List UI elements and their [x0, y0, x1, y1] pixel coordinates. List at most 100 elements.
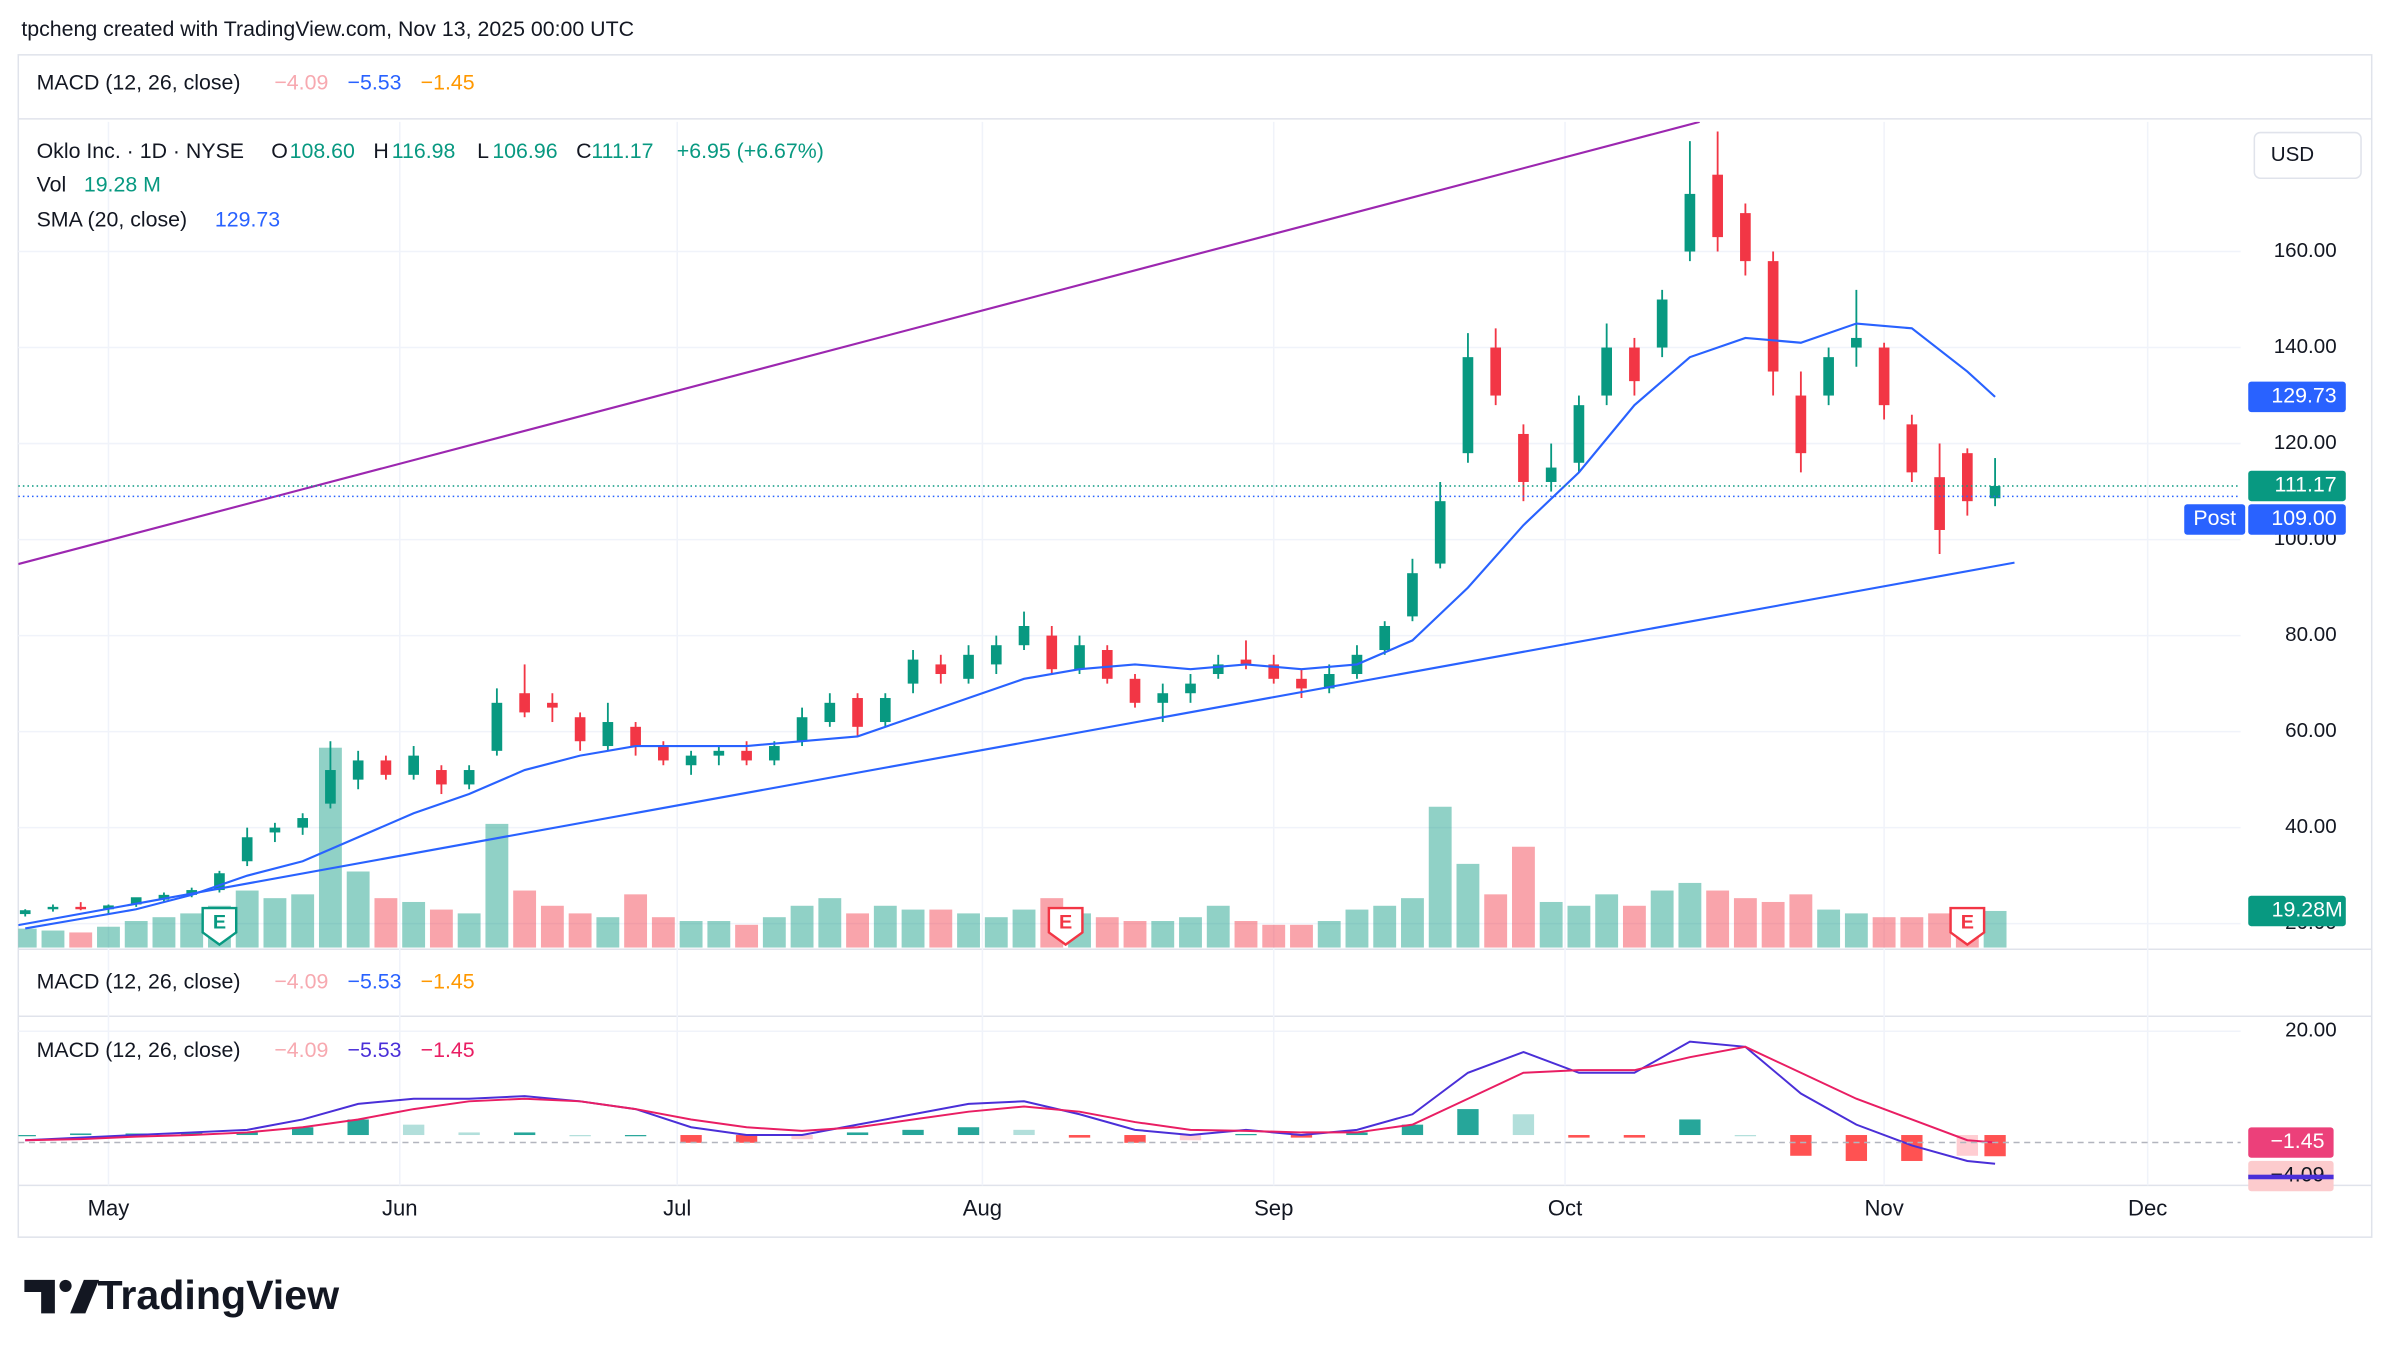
- volume-bar: [1373, 905, 1397, 948]
- legend-close-label: C: [576, 139, 591, 163]
- volume-bar: [818, 898, 842, 948]
- volume-bar: [318, 747, 342, 948]
- candle-body: [1740, 213, 1751, 262]
- x-tick-label: Dec: [2128, 1196, 2167, 1221]
- volume-bar: [457, 913, 481, 948]
- macd-legend-value: −5.53: [348, 1038, 402, 1062]
- volume-bar: [513, 890, 537, 948]
- macd-histogram-bar: [846, 1132, 869, 1136]
- macd-histogram-bar: [1346, 1132, 1368, 1136]
- candle-body: [325, 770, 336, 804]
- candle-body: [768, 746, 780, 761]
- candle-body: [1046, 635, 1058, 670]
- candle-body: [1629, 347, 1640, 382]
- macd-legend-value: −1.45: [421, 1038, 475, 1062]
- earnings-badge[interactable]: [201, 906, 238, 947]
- volume-bar: [374, 898, 398, 948]
- price-label-box: [2248, 470, 2346, 502]
- x-tick-label: Jul: [663, 1196, 691, 1221]
- volume-bar: [1900, 917, 1924, 948]
- candle-body: [214, 873, 225, 891]
- candle-body: [1212, 664, 1224, 675]
- x-tick-label: May: [88, 1196, 130, 1221]
- legend-low-label: L: [477, 139, 489, 163]
- candle-body: [352, 760, 364, 780]
- candle-body: [630, 726, 641, 747]
- volume-bar: [873, 905, 897, 948]
- earnings-badge[interactable]: [1047, 906, 1084, 947]
- candle-body: [1851, 337, 1862, 348]
- y-tick-label: 80.00: [2285, 623, 2336, 646]
- volume-bar: [1123, 921, 1147, 948]
- volume-bar: [152, 917, 176, 948]
- legend-change: +6.95 (+6.67%): [677, 139, 824, 163]
- volume-bar: [1706, 890, 1730, 948]
- macd-histogram-bar: [513, 1132, 536, 1136]
- candle-body: [297, 818, 309, 828]
- trend-line: [18, 561, 2015, 927]
- macd-legend-value: −1.45: [421, 969, 475, 993]
- volume-bar: [1317, 921, 1341, 948]
- candle-body: [685, 755, 697, 766]
- macd-histogram-bar: [1013, 1129, 1035, 1136]
- volume-bar: [1844, 913, 1868, 948]
- candle-body: [75, 906, 87, 910]
- volume-bar: [1206, 905, 1230, 948]
- volume-bar: [790, 905, 814, 948]
- y-tick-label: 120.00: [2274, 431, 2337, 454]
- volume-bar: [1345, 909, 1369, 948]
- volume-bar: [1290, 924, 1313, 948]
- candle-body: [1656, 299, 1668, 348]
- candle-body: [879, 698, 891, 723]
- currency: USD: [2271, 143, 2314, 166]
- candle-body: [47, 906, 59, 910]
- volume-bar: [1567, 905, 1591, 948]
- volume-bar: [901, 909, 925, 948]
- macd-last-marker: [2248, 1174, 2334, 1180]
- candle-body: [852, 698, 863, 727]
- earnings-label: E: [213, 912, 226, 934]
- volume-bar: [624, 894, 648, 948]
- candle-body: [1101, 650, 1113, 679]
- volume-bar: [291, 894, 315, 948]
- price-label: 111.17: [2275, 473, 2337, 497]
- macd-histogram-bar: [1568, 1135, 1590, 1138]
- volume-bar: [984, 917, 1008, 948]
- macd-histogram-bar: [236, 1132, 258, 1136]
- currency-box[interactable]: [2253, 131, 2362, 180]
- candle-body: [1407, 573, 1418, 617]
- volume-bar: [429, 909, 453, 948]
- volume-bar: [1234, 921, 1258, 948]
- candle-body: [1240, 659, 1252, 665]
- candle-body: [1185, 683, 1196, 694]
- macd-histogram-bar: [1623, 1135, 1646, 1138]
- macd-legend-title: MACD (12, 26, close): [37, 70, 241, 94]
- volume-bar: [18, 928, 37, 948]
- earnings-badge[interactable]: [1949, 906, 1986, 947]
- volume-bar: [1428, 806, 1452, 948]
- macd-line: [25, 1040, 1996, 1165]
- macd-legend-value: −4.09: [274, 969, 328, 993]
- y-tick-label: 160.00: [2274, 239, 2337, 262]
- volume-bar: [1733, 898, 1757, 948]
- candle-body: [1934, 477, 1945, 530]
- candle-body: [1018, 626, 1030, 646]
- candle-body: [602, 722, 614, 747]
- candle-body: [1573, 405, 1585, 463]
- trend-line: [18, 121, 1700, 566]
- macd-histogram-bar: [1901, 1135, 1923, 1161]
- candle-body: [1823, 357, 1834, 396]
- candle-body: [19, 910, 31, 915]
- candle-body: [1074, 645, 1085, 670]
- volume-bar: [1983, 910, 2007, 948]
- legend-high: 116.98: [392, 139, 456, 163]
- macd-histogram-bar: [347, 1119, 369, 1136]
- price-tag-box: [2184, 504, 2246, 535]
- candle-body: [1462, 357, 1474, 454]
- volume-bar: [1151, 921, 1175, 948]
- volume-bar: [1817, 909, 1841, 948]
- candle-body: [1795, 395, 1807, 454]
- volume-bar: [1678, 882, 1702, 948]
- volume-bar: [69, 932, 93, 948]
- y-tick-label: 60.00: [2285, 719, 2336, 742]
